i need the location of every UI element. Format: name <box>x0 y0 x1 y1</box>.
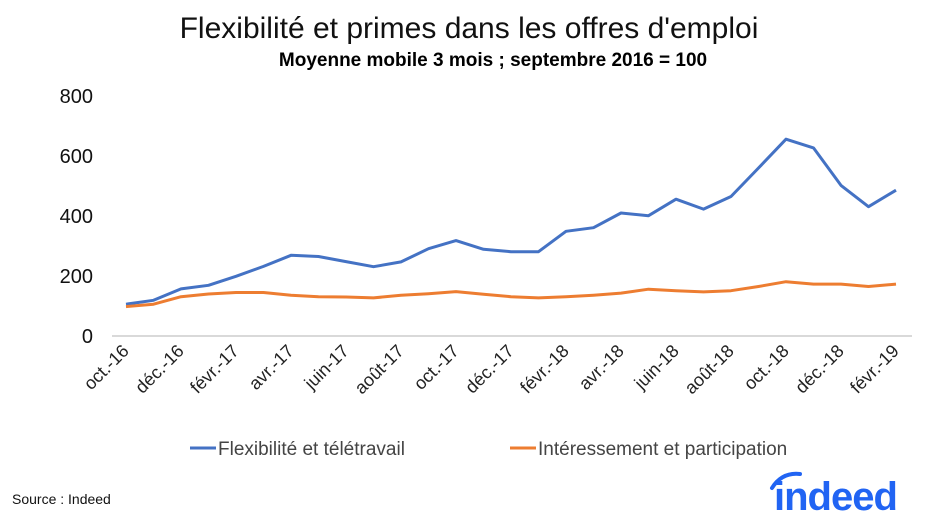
source-note: Source : Indeed <box>12 491 111 507</box>
legend-label: Flexibilité et télétravail <box>218 439 405 460</box>
legend: Flexibilité et télétravail Intéressement … <box>190 439 787 460</box>
x-tick-label: oct.-18 <box>740 341 793 394</box>
logo-text: indeed <box>774 475 897 519</box>
y-tick-label: 400 <box>60 206 93 228</box>
series-line-interessement <box>125 280 897 309</box>
indeed-logo: indeed <box>770 471 898 519</box>
x-tick-label: oct.-17 <box>410 341 463 394</box>
x-tick-label: août-17 <box>351 341 408 398</box>
x-tick-label: déc.-18 <box>791 341 848 398</box>
x-tick-label: févr.-17 <box>186 341 243 398</box>
x-tick-label: avr.-17 <box>245 341 298 394</box>
y-tick-label: 0 <box>82 326 93 348</box>
x-tick-label: déc.-17 <box>461 341 518 398</box>
x-tick-label: févr.-19 <box>846 341 903 398</box>
legend-label: Intéressement et participation <box>538 439 787 460</box>
y-tick-label: 200 <box>60 266 93 288</box>
x-tick-label: avr.-18 <box>575 341 628 394</box>
series-line-flexibilite <box>125 137 897 306</box>
y-tick-label: 800 <box>60 86 93 108</box>
series-group <box>125 137 897 309</box>
x-tick-label: févr.-18 <box>516 341 573 398</box>
y-axis: 0 200 400 600 800 <box>60 86 93 348</box>
x-tick-label: déc.-16 <box>131 341 188 398</box>
x-tick-label: août-18 <box>681 341 738 398</box>
x-tick-label: juin-17 <box>300 341 353 394</box>
y-tick-label: 600 <box>60 146 93 168</box>
logo-arc-icon <box>770 471 802 490</box>
x-tick-label: oct.-16 <box>80 341 133 394</box>
x-tick-label: juin-18 <box>630 341 683 394</box>
chart-subtitle: Moyenne mobile 3 mois ; septembre 2016 =… <box>279 50 707 71</box>
chart-title: Flexibilité et primes dans les offres d'… <box>180 12 759 45</box>
